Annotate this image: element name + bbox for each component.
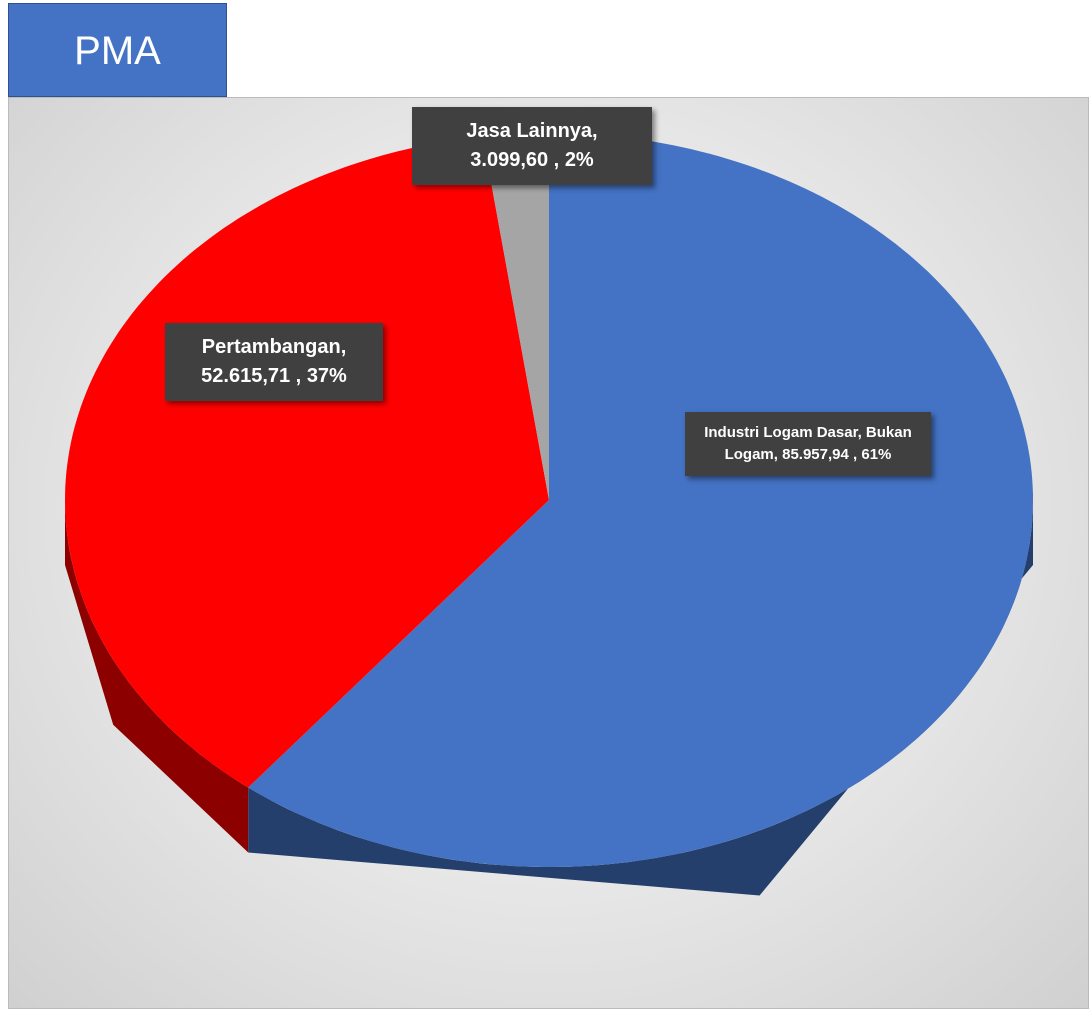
data-label-val: 3.099,60 bbox=[470, 149, 559, 171]
pie-slice bbox=[482, 133, 549, 500]
data-label: Industri Logam Dasar, Bukan Logam 85.957… bbox=[685, 412, 931, 476]
pie-slice bbox=[248, 133, 1033, 867]
pie-slice bbox=[65, 136, 549, 788]
data-label-pct: 37% bbox=[306, 365, 347, 387]
data-label: Pertambangan 52.615,71 37% bbox=[165, 323, 383, 401]
chart-title: PMA bbox=[8, 3, 227, 97]
pie-side bbox=[65, 500, 249, 853]
data-label-pct: 2% bbox=[564, 149, 594, 171]
data-label: Jasa Lainnya 3.099,60 2% bbox=[412, 107, 652, 185]
data-label-val: 52.615,71 bbox=[201, 365, 301, 387]
data-label-val: 85.957,94 bbox=[782, 446, 857, 463]
data-label-cat: Pertambangan bbox=[202, 336, 347, 358]
data-label-cat: Jasa Lainnya bbox=[466, 120, 597, 142]
pie-side bbox=[248, 500, 1033, 896]
data-label-pct: 61% bbox=[861, 445, 892, 463]
